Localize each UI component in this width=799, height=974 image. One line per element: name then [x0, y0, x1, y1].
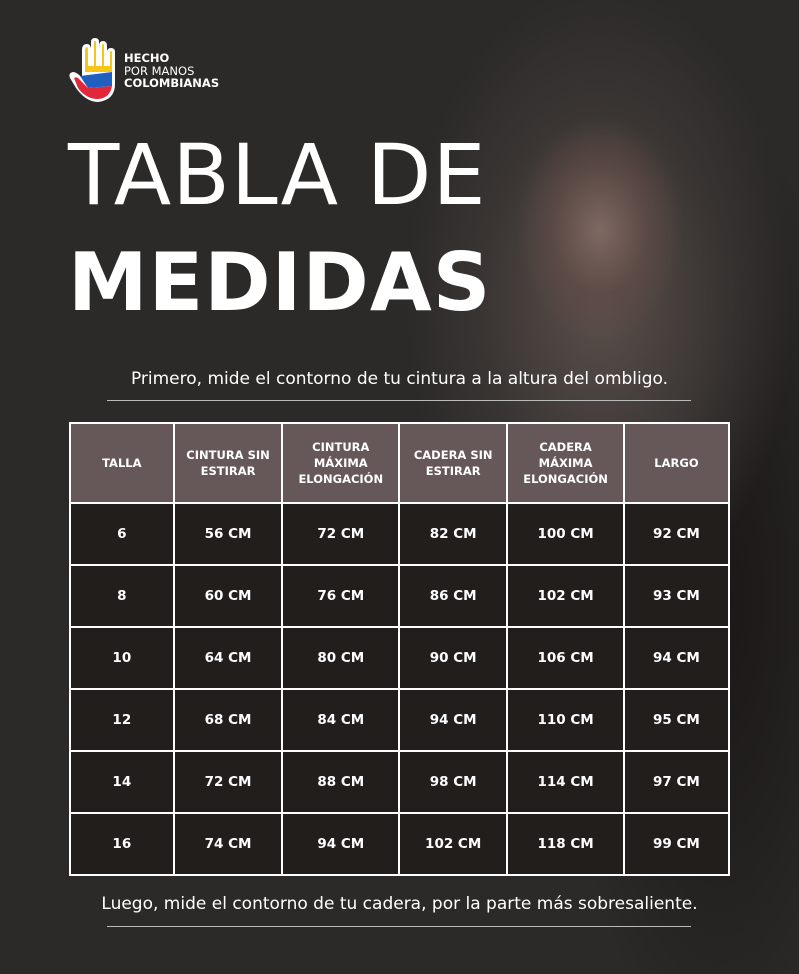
- brand-line1: HECHO: [124, 51, 170, 66]
- table-cell: 72 CM: [281, 502, 401, 566]
- column-header: CINTURA SIN ESTIRAR: [172, 422, 284, 504]
- table-cell: 80 CM: [281, 626, 401, 690]
- table-cell: 56 CM: [172, 502, 284, 566]
- hand-flag-icon: [69, 38, 115, 102]
- column-header: CINTURA MÁXIMA ELONGACIÓN: [281, 422, 401, 504]
- table-cell: 93 CM: [622, 564, 731, 628]
- size-table: TALLA CINTURA SIN ESTIRAR CINTURA MÁXIMA E…: [69, 422, 731, 876]
- table-row: 10 64 CM 80 CM 90 CM 106 CM 94 CM: [69, 626, 731, 690]
- table-cell: 10: [69, 626, 175, 690]
- table-row: 8 60 CM 76 CM 86 CM 102 CM 93 CM: [69, 564, 731, 628]
- table-cell: 92 CM: [622, 502, 731, 566]
- table-cell: 99 CM: [622, 812, 731, 876]
- table-cell: 84 CM: [281, 688, 401, 752]
- table-cell: 106 CM: [506, 626, 625, 690]
- table-cell: 86 CM: [398, 564, 509, 628]
- table-cell: 60 CM: [172, 564, 284, 628]
- table-cell: 98 CM: [398, 750, 509, 814]
- table-cell: 64 CM: [172, 626, 284, 690]
- note-top: Primero, mide el contorno de tu cintura …: [130, 369, 669, 389]
- table-row: 12 68 CM 84 CM 94 CM 110 CM 95 CM: [69, 688, 731, 752]
- table-cell: 68 CM: [172, 688, 284, 752]
- table-cell: 94 CM: [281, 812, 401, 876]
- divider: [107, 400, 691, 401]
- divider: [107, 926, 691, 927]
- table-cell: 110 CM: [506, 688, 625, 752]
- column-header: LARGO: [622, 422, 731, 504]
- brand-line3: COLOMBIANAS: [124, 76, 220, 91]
- table-cell: 95 CM: [622, 688, 731, 752]
- table-row: 16 74 CM 94 CM 102 CM 118 CM 99 CM: [69, 812, 731, 876]
- table-cell: 94 CM: [398, 688, 509, 752]
- table-cell: 6: [69, 502, 175, 566]
- column-header: CADERA MÁXIMA ELONGACIÓN: [506, 422, 625, 504]
- title-line1: TABLA DE: [68, 126, 487, 224]
- table-cell: 72 CM: [172, 750, 284, 814]
- table-cell: 82 CM: [398, 502, 509, 566]
- table-cell: 16: [69, 812, 175, 876]
- table-row: 6 56 CM 72 CM 82 CM 100 CM 92 CM: [69, 502, 731, 566]
- table-cell: 76 CM: [281, 564, 401, 628]
- table-cell: 94 CM: [622, 626, 731, 690]
- table-cell: 114 CM: [506, 750, 625, 814]
- column-header: TALLA: [69, 422, 175, 504]
- table-cell: 14: [69, 750, 175, 814]
- brand-line2: POR MANOS: [124, 63, 195, 78]
- table-cell: 102 CM: [506, 564, 625, 628]
- table-cell: 100 CM: [506, 502, 625, 566]
- table-cell: 97 CM: [622, 750, 731, 814]
- table-header-row: TALLA CINTURA SIN ESTIRAR CINTURA MÁXIMA E…: [69, 422, 731, 504]
- brand-logo: HECHO POR MANOS COLOMBIANAS: [68, 38, 219, 104]
- table-cell: 12: [69, 688, 175, 752]
- title-line2: MEDIDAS: [68, 236, 492, 329]
- table-row: 14 72 CM 88 CM 98 CM 114 CM 97 CM: [69, 750, 731, 814]
- table-cell: 118 CM: [506, 812, 625, 876]
- note-bottom: Luego, mide el contorno de tu cadera, po…: [101, 894, 698, 914]
- table-cell: 90 CM: [398, 626, 509, 690]
- table-cell: 74 CM: [172, 812, 284, 876]
- column-header: CADERA SIN ESTIRAR: [398, 422, 509, 504]
- table-cell: 88 CM: [281, 750, 401, 814]
- table-cell: 102 CM: [398, 812, 509, 876]
- table-cell: 8: [69, 564, 175, 628]
